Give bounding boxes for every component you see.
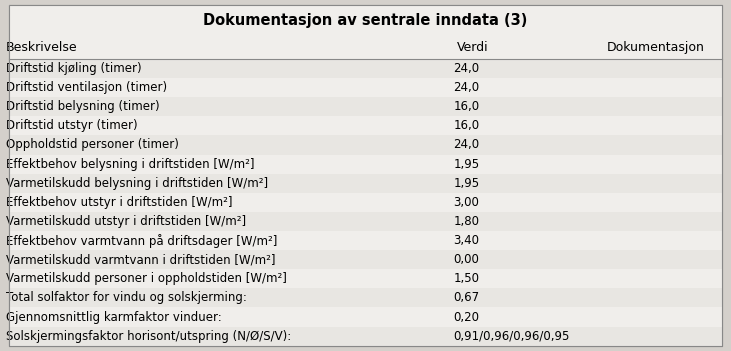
Text: 0,20: 0,20: [453, 311, 480, 324]
Text: Gjennomsnittlig karmfaktor vinduer:: Gjennomsnittlig karmfaktor vinduer:: [6, 311, 221, 324]
Bar: [9, 212, 722, 231]
Text: Total solfaktor for vindu og solskjerming:: Total solfaktor for vindu og solskjermin…: [6, 291, 247, 304]
Text: Effektbehov belysning i driftstiden [W/m²]: Effektbehov belysning i driftstiden [W/m…: [6, 158, 254, 171]
Text: Verdi: Verdi: [457, 40, 488, 54]
Text: 1,95: 1,95: [453, 177, 480, 190]
Text: 24,0: 24,0: [453, 139, 480, 152]
Bar: [9, 289, 722, 307]
Bar: [9, 116, 722, 135]
Text: Driftstid ventilasjon (timer): Driftstid ventilasjon (timer): [6, 81, 167, 94]
Text: Driftstid belysning (timer): Driftstid belysning (timer): [6, 100, 159, 113]
Text: Driftstid utstyr (timer): Driftstid utstyr (timer): [6, 119, 137, 132]
Text: Varmetilskudd utstyr i driftstiden [W/m²]: Varmetilskudd utstyr i driftstiden [W/m²…: [6, 215, 246, 228]
Text: Solskjermingsfaktor horisont/utspring (N/Ø/S/V):: Solskjermingsfaktor horisont/utspring (N…: [6, 330, 291, 343]
Bar: [9, 174, 722, 193]
Text: 16,0: 16,0: [453, 100, 480, 113]
Text: Varmetilskudd varmtvann i driftstiden [W/m²]: Varmetilskudd varmtvann i driftstiden [W…: [6, 253, 276, 266]
Text: 1,95: 1,95: [453, 158, 480, 171]
Bar: [9, 5, 722, 35]
Bar: [9, 250, 722, 269]
Bar: [9, 327, 722, 346]
Text: 0,00: 0,00: [453, 253, 479, 266]
Text: 24,0: 24,0: [453, 81, 480, 94]
Text: Driftstid kjøling (timer): Driftstid kjøling (timer): [6, 62, 142, 75]
Text: 3,00: 3,00: [453, 196, 479, 209]
Bar: [9, 59, 722, 78]
Bar: [9, 97, 722, 116]
Text: 3,40: 3,40: [453, 234, 480, 247]
Text: Dokumentasjon av sentrale inndata (3): Dokumentasjon av sentrale inndata (3): [203, 13, 528, 28]
Text: Effektbehov varmtvann på driftsdager [W/m²]: Effektbehov varmtvann på driftsdager [W/…: [6, 234, 277, 247]
Text: Varmetilskudd personer i oppholdstiden [W/m²]: Varmetilskudd personer i oppholdstiden […: [6, 272, 287, 285]
Bar: [9, 78, 722, 97]
Text: 0,67: 0,67: [453, 291, 480, 304]
Bar: [9, 35, 722, 59]
Text: 24,0: 24,0: [453, 62, 480, 75]
Bar: [9, 307, 722, 327]
Bar: [9, 154, 722, 174]
Text: 16,0: 16,0: [453, 119, 480, 132]
Text: Dokumentasjon: Dokumentasjon: [607, 40, 705, 54]
Text: 0,91/0,96/0,96/0,95: 0,91/0,96/0,96/0,95: [453, 330, 569, 343]
Text: Beskrivelse: Beskrivelse: [6, 40, 77, 54]
Text: 1,80: 1,80: [453, 215, 480, 228]
Bar: [9, 193, 722, 212]
Bar: [9, 269, 722, 289]
Bar: [9, 135, 722, 154]
Text: Oppholdstid personer (timer): Oppholdstid personer (timer): [6, 139, 178, 152]
Text: Effektbehov utstyr i driftstiden [W/m²]: Effektbehov utstyr i driftstiden [W/m²]: [6, 196, 232, 209]
Text: Varmetilskudd belysning i driftstiden [W/m²]: Varmetilskudd belysning i driftstiden [W…: [6, 177, 268, 190]
Text: 1,50: 1,50: [453, 272, 480, 285]
Bar: [9, 231, 722, 250]
